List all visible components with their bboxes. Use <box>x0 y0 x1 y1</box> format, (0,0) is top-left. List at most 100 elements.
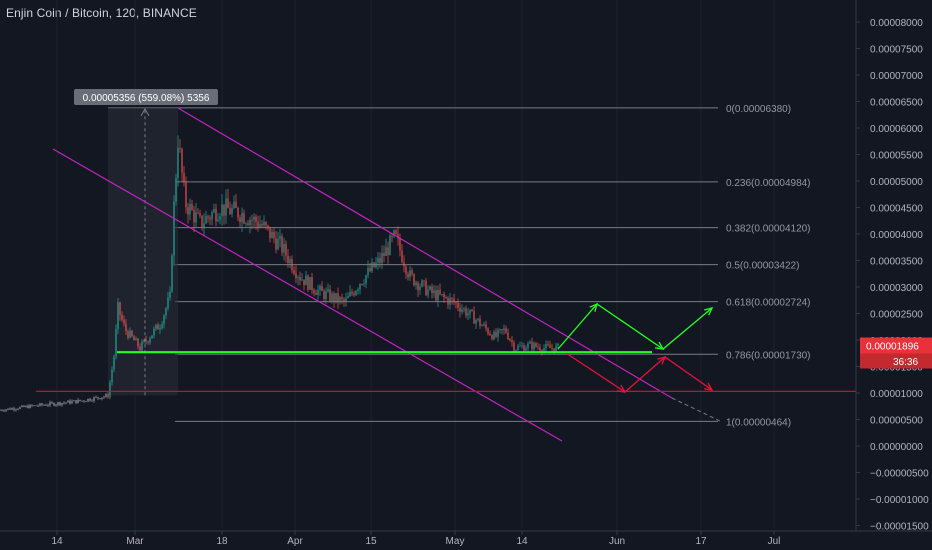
candle-body <box>553 348 555 352</box>
candle-body <box>235 201 237 208</box>
candle-body <box>181 149 183 173</box>
candle-body <box>455 302 457 304</box>
candle-body <box>297 277 299 278</box>
channel-lower-line[interactable] <box>52 148 563 442</box>
candle-body <box>133 336 135 341</box>
candle-body <box>83 400 85 402</box>
candle-body <box>369 267 371 272</box>
candle-body <box>59 402 61 405</box>
channel-upper-line[interactable] <box>177 107 673 399</box>
price-range-measure[interactable]: 0.00005356 (559.08%) 5356 <box>74 89 218 396</box>
candle-body <box>533 343 535 350</box>
measure-range-box[interactable] <box>108 107 178 396</box>
candle-body <box>185 182 187 208</box>
candle-body <box>479 318 481 326</box>
candle-body <box>471 309 473 311</box>
candle-body <box>23 405 25 407</box>
candle-body <box>519 345 521 347</box>
candle-body <box>289 258 291 263</box>
candle-body <box>461 309 463 312</box>
candle-body <box>259 224 261 228</box>
candle-body <box>359 284 361 290</box>
candle-body <box>9 408 11 410</box>
price-tick-label: −0.00001500 <box>870 522 929 533</box>
candle-body <box>253 216 255 220</box>
candle-body <box>75 400 77 404</box>
candle-body <box>493 331 495 340</box>
candle-body <box>63 402 65 404</box>
candle-body <box>101 397 103 399</box>
candle-body <box>219 216 221 220</box>
bearish-projection-arrowhead <box>704 382 714 391</box>
time-tick-label: 14 <box>516 536 528 547</box>
candle-body <box>427 289 429 296</box>
candle-body <box>491 335 493 340</box>
candle-body <box>337 293 339 303</box>
candle-body <box>87 398 89 402</box>
price-tick-label: 0.00002500 <box>870 310 923 321</box>
trend-lines[interactable] <box>36 107 856 442</box>
candle-body <box>91 400 93 402</box>
price-tick-label: 0.00000000 <box>870 442 923 453</box>
candle-body <box>279 236 281 239</box>
candle-body <box>439 289 441 295</box>
candle-body <box>379 257 381 263</box>
candle-body <box>435 290 437 301</box>
candle-body <box>247 223 249 226</box>
candle-body <box>315 292 317 295</box>
candle-body <box>463 308 465 310</box>
candle-body <box>97 396 99 399</box>
bar-countdown-badge <box>860 353 932 369</box>
candle-body <box>523 345 525 351</box>
price-tick-label: 0.00000500 <box>870 416 923 427</box>
candle-body <box>179 148 181 150</box>
candle-body <box>475 320 477 324</box>
candle-body <box>503 328 505 330</box>
candle-body <box>387 247 389 255</box>
candle-body <box>183 172 185 183</box>
candle-body <box>151 335 153 339</box>
time-axis[interactable]: 14 Mar 18 Apr 15 May 14 Jun 17 Jul <box>0 530 932 547</box>
candle-body <box>403 262 405 267</box>
candle-body <box>373 262 375 268</box>
candle-body <box>413 274 415 286</box>
candle-body <box>147 341 149 343</box>
candle-body <box>497 330 499 337</box>
candle-body <box>487 328 489 334</box>
candle-body <box>335 293 337 302</box>
candle-body <box>25 405 27 407</box>
candle-body <box>409 270 411 278</box>
candle-body <box>203 223 205 227</box>
fib-level-label: 0.5(0.00003422) <box>726 261 799 272</box>
candle-body <box>191 204 193 210</box>
price-tick-label: 0.00005500 <box>870 151 923 162</box>
time-tick-label: Jun <box>609 536 625 547</box>
candle-body <box>31 405 33 406</box>
time-tick-label: Apr <box>287 536 303 547</box>
candle-body <box>501 329 503 330</box>
measure-label: 0.00005356 (559.08%) 5356 <box>83 93 210 104</box>
candle-body <box>27 405 29 409</box>
candle-body <box>527 343 529 349</box>
candle-body <box>217 219 219 222</box>
fibonacci-retracement[interactable]: 0(0.00006380) 0.236(0.00004984) 0.382(0.00… <box>108 104 811 429</box>
candle-body <box>81 400 83 402</box>
candle-body <box>555 345 557 352</box>
candle-body <box>421 280 423 287</box>
price-tick-label: 0.00007500 <box>870 45 923 56</box>
candle-body <box>275 238 277 250</box>
channel-extension-line[interactable] <box>671 397 721 422</box>
bearish-projection-path[interactable] <box>565 352 713 393</box>
price-tick-label: 0.00004500 <box>870 204 923 215</box>
candle-body <box>347 296 349 299</box>
candle-body <box>177 148 179 179</box>
bullish-projection-path[interactable] <box>557 303 713 350</box>
candle-body <box>429 286 431 290</box>
projection-arrows[interactable] <box>557 302 714 393</box>
price-axis[interactable]: 0.00008000 0.00007500 0.00007000 0.00006500… <box>855 0 932 533</box>
candle-body <box>531 341 533 350</box>
candle-body <box>165 308 167 316</box>
candle-body <box>419 286 421 291</box>
candle-body <box>517 346 519 350</box>
